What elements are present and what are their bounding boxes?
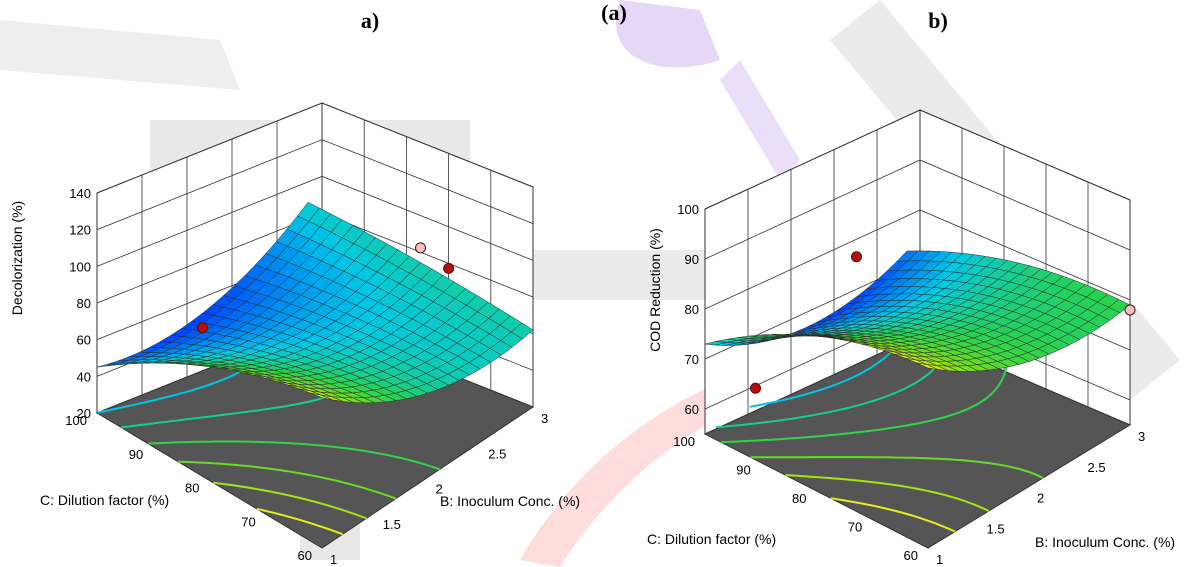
z-tick-label: 60 [77,333,91,348]
surface-cell [310,392,333,401]
chart-b-design-points [750,251,1136,394]
contour-line [830,497,956,533]
chart-b-b-axis-label: B: Inoculum Conc. (%) [1035,534,1175,550]
chart-panel-a: a) 20 40 60 80 100 120 140 60 70 80 90 100 1 1.5 2 2.5 3… [9,8,580,567]
chart-b-c-axis-label: C: Dilution factor (%) [647,531,776,547]
watermark-shape [616,0,720,68]
figure-caption-fragment: (a) [601,0,627,25]
chart-a-tick-labels: 20 40 60 80 100 120 140 60 70 80 90 100 1 1.5 2 2.5 3 [65,186,548,567]
z-tick-label: 100 [69,259,91,274]
wall-grid-line [96,102,534,194]
z-tick-label: 80 [77,296,91,311]
wall-grid-line [704,159,1131,260]
b-tick-label: 3 [1138,429,1145,444]
c-tick-label: 70 [241,514,255,529]
chart-a-design-points [197,242,455,334]
contour-line [720,362,1009,444]
chart-panel-b: b) 60 70 80 90 100 60 70 80 90 100 1 1.5 2 2.5 3 COD R… [647,8,1175,567]
b-tick-label: 2 [436,482,443,497]
z-tick-label: 20 [77,406,91,421]
b-tick-label: 1 [330,552,337,567]
design-point [750,382,761,394]
chart-a-surface [96,201,534,404]
c-tick-label: 90 [129,447,143,462]
chart-b-surface [704,250,1131,372]
z-tick-label: 80 [685,302,699,317]
b-tick-label: 2 [1037,491,1044,506]
wall-grid-line [704,109,1131,210]
c-tick-label: 70 [848,520,862,535]
watermark-shape [480,250,760,300]
contour-line [785,474,990,512]
watermark-shape [720,60,800,180]
b-tick-label: 3 [541,411,548,426]
c-tick-label: 60 [904,548,918,563]
contour-line [750,456,1044,479]
b-tick-label: 1.5 [383,517,401,532]
chart-a-c-axis-label: C: Dilution factor (%) [40,492,169,508]
contour-line [178,460,397,500]
chart-a-b-axis-label: B: Inoculum Conc. (%) [440,493,580,509]
contour-line [148,440,441,471]
c-tick-label: 80 [792,491,806,506]
c-tick-label: 60 [298,548,312,563]
design-point [443,262,455,274]
wall-grid-line [96,139,534,231]
c-tick-label: 100 [65,413,87,428]
c-tick-label: 90 [736,463,750,478]
z-tick-label: 100 [677,202,699,217]
panel-label-a: a) [361,8,379,33]
z-tick-label: 90 [685,252,699,267]
design-point [1124,304,1136,316]
design-point [851,251,862,263]
c-tick-label: 100 [673,434,695,449]
z-tick-label: 70 [685,352,699,367]
chart-b-z-axis-label: COD Reduction (%) [647,228,663,352]
chart-b-tick-labels: 60 70 80 90 100 60 70 80 90 100 1 1.5 2 2.5 3 [673,202,1145,567]
b-tick-label: 2.5 [488,446,506,461]
surface-cell [916,362,939,370]
design-point [197,322,208,334]
b-tick-label: 1.5 [987,521,1005,536]
panel-label-b: b) [928,8,948,33]
c-tick-label: 80 [185,481,199,496]
z-tick-label: 120 [69,223,91,238]
watermark-shape [0,20,240,90]
contour-line [256,507,343,536]
contour-line [213,481,367,520]
b-tick-label: 2.5 [1088,460,1106,475]
z-tick-label: 60 [685,402,699,417]
wall-grid-line [704,209,1131,310]
wall-grid-line [96,175,534,267]
z-tick-label: 40 [77,369,91,384]
z-tick-label: 140 [69,186,91,201]
design-point [415,242,426,254]
chart-a-z-axis-label: Decolorization (%) [9,201,25,315]
b-tick-label: 1 [936,552,943,567]
